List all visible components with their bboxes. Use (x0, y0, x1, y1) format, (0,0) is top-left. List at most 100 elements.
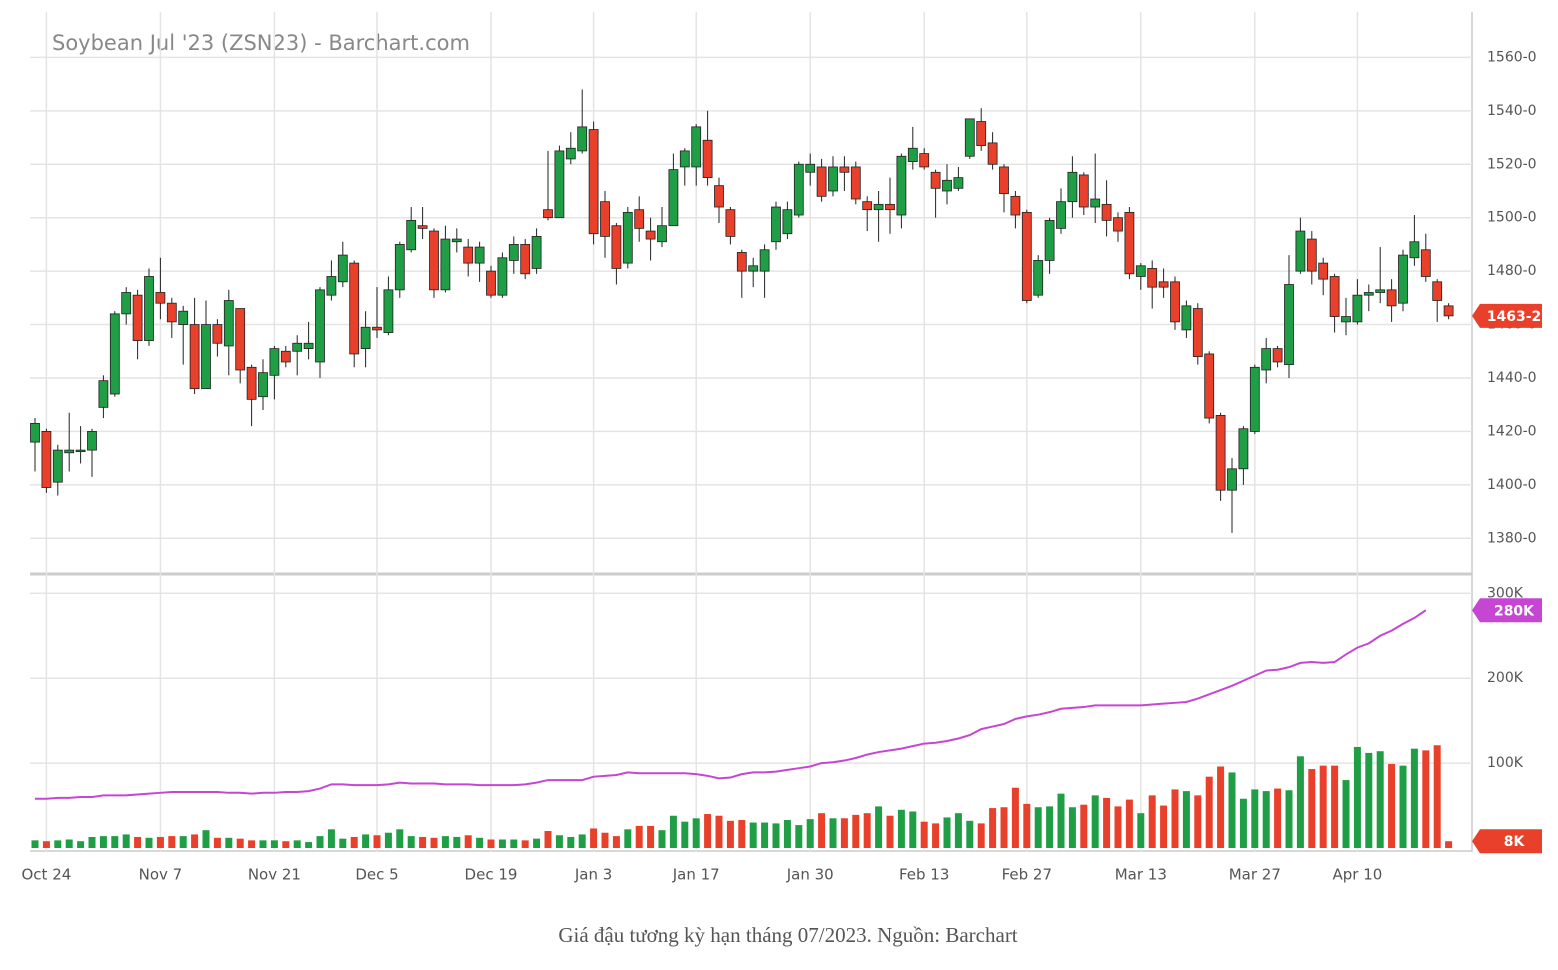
volume-bar (88, 836, 96, 848)
candle-body (759, 249, 770, 272)
candle-body (839, 166, 850, 173)
x-tick-label: Dec 5 (355, 866, 398, 884)
volume-bar (156, 836, 164, 848)
x-tick-label: Nov 21 (248, 866, 301, 884)
volume-bar (943, 817, 951, 848)
volume-bar (1228, 772, 1236, 848)
candle-body (486, 270, 496, 296)
candle-body (942, 179, 952, 192)
volume-bar (122, 834, 130, 848)
candle-body (1181, 305, 1192, 331)
volume-bar (191, 834, 199, 848)
caption: Giá đậu tương kỳ hạn tháng 07/2023. Nguồ… (558, 923, 1017, 947)
volume-bar (1319, 765, 1327, 848)
volume-bar (145, 837, 153, 848)
candle-body (1375, 289, 1386, 293)
x-tick-label: Dec 19 (465, 866, 518, 884)
volume-bar (362, 834, 370, 848)
x-tick-label: Feb 13 (899, 866, 949, 884)
candle-body (679, 150, 690, 168)
candle-body (1135, 265, 1146, 277)
candle-body (1124, 211, 1135, 275)
candle-body (588, 129, 599, 235)
volume-bar (749, 822, 757, 848)
volume-bar (487, 839, 495, 848)
volume-bar (430, 837, 438, 848)
volume-bar (624, 829, 632, 848)
candle-body (611, 225, 622, 269)
candle-body (1170, 281, 1180, 323)
volume-bar (954, 813, 962, 848)
volume-bar (54, 840, 62, 848)
candle-body (1249, 366, 1260, 432)
volume-bar (1296, 756, 1304, 848)
volume-bar (225, 837, 233, 848)
volume-bar (419, 836, 427, 848)
y-tick-label: 100K (1487, 755, 1524, 771)
candle-body (1420, 249, 1431, 277)
candle-body (349, 262, 360, 355)
volume-bar (1353, 746, 1361, 848)
candle-body (1215, 414, 1226, 491)
candle-body (178, 310, 189, 325)
candle-body (645, 230, 656, 240)
candle-body (372, 326, 382, 331)
volume-bar (99, 836, 107, 848)
candle-body (1204, 353, 1215, 419)
volume-bar (1422, 750, 1430, 848)
candle-body (999, 166, 1009, 195)
candle-body (987, 142, 998, 165)
x-tick-label: Oct 24 (22, 866, 72, 884)
candle-body (725, 209, 736, 237)
volume-bar (1034, 807, 1042, 848)
volume-bar (533, 838, 541, 848)
candle-body (235, 308, 246, 371)
x-tick-label: Nov 7 (139, 866, 183, 884)
candle-body (1318, 262, 1329, 280)
candle-body (223, 300, 234, 347)
volume-bar (726, 820, 734, 848)
volume-bar (909, 811, 917, 848)
volume-bar (669, 815, 677, 848)
volume-bar (42, 841, 50, 848)
candle-body (280, 350, 291, 363)
volume-bar (282, 841, 290, 848)
volume-bar (31, 840, 39, 848)
volume-bar (111, 836, 119, 848)
volume-bar (1080, 804, 1088, 848)
volume-bar (1239, 798, 1247, 848)
volume-bar (236, 838, 244, 848)
candle-body (1192, 308, 1203, 358)
volume-bar (202, 830, 210, 848)
chart-title: Soybean Jul '23 (ZSN23) - Barchart.com (52, 31, 470, 55)
volume-bar (806, 819, 814, 848)
x-tick-label: Jan 3 (574, 866, 612, 884)
volume-bar (1376, 751, 1384, 848)
candle-body (816, 166, 827, 197)
candle-body (98, 380, 109, 408)
candle-body (269, 348, 280, 376)
volume-bar (1274, 788, 1282, 848)
volume-bar (932, 823, 940, 848)
candle-body (953, 177, 964, 189)
candle-body (1113, 217, 1123, 232)
volume-bar (1103, 797, 1111, 848)
volume-bar (65, 839, 73, 848)
volume-bar (1160, 805, 1168, 848)
candle-body (714, 185, 724, 208)
volume-bar (647, 825, 655, 848)
candle-body (1147, 268, 1158, 288)
volume-bar (510, 839, 518, 848)
x-tick-label: Jan 17 (672, 866, 720, 884)
candle-body (1044, 219, 1055, 261)
x-tick-label: Mar 13 (1115, 866, 1167, 884)
candle-body (896, 155, 907, 216)
candle-body (771, 206, 781, 243)
candle-body (1227, 468, 1237, 491)
y-tick-label: 1440-0 (1487, 370, 1537, 386)
candle-body (292, 342, 303, 352)
volume-bar (977, 823, 985, 848)
candle-body (1033, 260, 1044, 296)
volume-bar (1023, 803, 1031, 848)
